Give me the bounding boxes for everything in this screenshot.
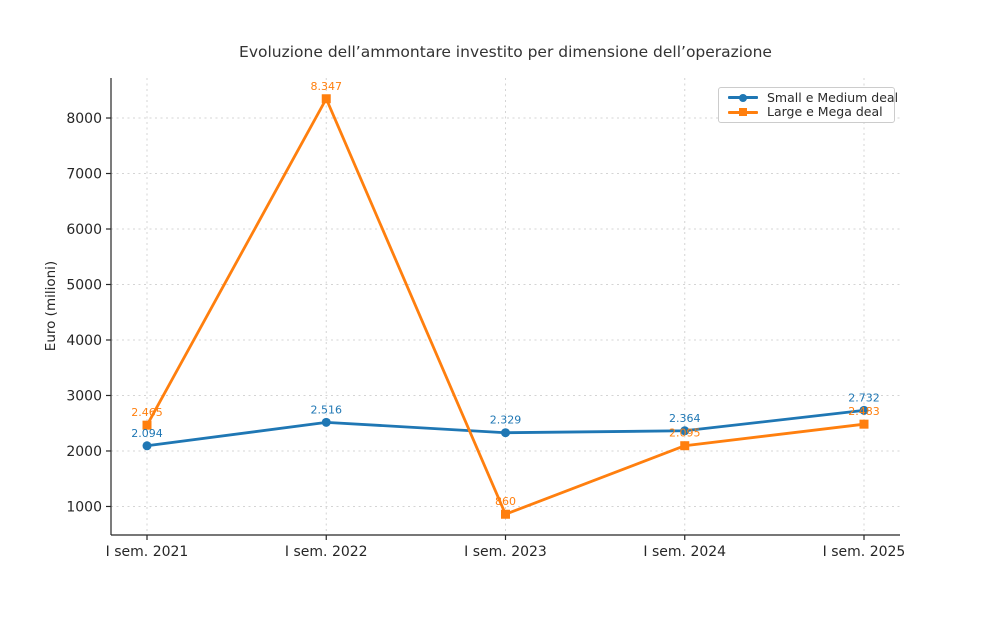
y-tick-label: 7000 xyxy=(66,167,102,183)
data-point-square xyxy=(321,94,331,104)
data-label: 2.483 xyxy=(848,405,880,418)
square-marker-icon xyxy=(739,108,747,117)
data-label: 2.364 xyxy=(669,412,701,425)
x-tick-label: I sem. 2022 xyxy=(285,544,368,560)
chart-title: Evoluzione dell’ammontare investito per … xyxy=(239,43,772,61)
data-point-square xyxy=(859,419,869,429)
x-tick-label: I sem. 2021 xyxy=(106,544,189,560)
y-tick-label: 4000 xyxy=(66,333,102,349)
y-tick-label: 6000 xyxy=(66,222,102,238)
x-tick-label: I sem. 2023 xyxy=(464,544,547,560)
data-label: 2.516 xyxy=(311,403,343,416)
data-point-circle xyxy=(501,428,510,438)
data-label: 2.095 xyxy=(669,427,701,440)
data-point-circle xyxy=(321,417,331,427)
y-tick-label: 3000 xyxy=(66,388,102,404)
legend: Small e Medium deal Large e Mega deal xyxy=(718,87,898,123)
legend-line-circle-sample xyxy=(728,93,758,102)
data-label: 2.094 xyxy=(131,427,163,440)
y-axis-title: Euro (milioni) xyxy=(43,261,59,351)
data-label: 2.329 xyxy=(490,414,522,427)
data-point-circle xyxy=(680,426,690,436)
data-label: 860 xyxy=(495,495,516,508)
data-point-circle xyxy=(859,405,869,415)
y-tick-label: 5000 xyxy=(66,277,102,293)
data-point-square xyxy=(501,509,510,519)
y-tick-label: 2000 xyxy=(66,444,102,460)
y-tick-label: 8000 xyxy=(66,111,102,127)
data-point-circle xyxy=(142,441,152,451)
data-label: 2.732 xyxy=(848,391,880,404)
legend-label: Large e Mega deal xyxy=(767,103,883,119)
data-label: 2.465 xyxy=(131,406,163,419)
x-tick-label: I sem. 2025 xyxy=(823,544,906,560)
legend-item-small-medium-deal: Small e Medium deal xyxy=(728,91,898,105)
legend-label: Small e Medium deal xyxy=(767,89,899,105)
x-tick-label: I sem. 2024 xyxy=(643,544,726,560)
data-label: 8.347 xyxy=(311,80,343,93)
y-tick-label: 1000 xyxy=(66,499,102,515)
legend-item-large-mega-deal: Large e Mega deal xyxy=(728,103,888,119)
legend-line-square-sample xyxy=(728,108,758,117)
data-point-square xyxy=(142,420,152,430)
data-point-square xyxy=(680,441,690,451)
circle-marker-icon xyxy=(739,93,747,102)
